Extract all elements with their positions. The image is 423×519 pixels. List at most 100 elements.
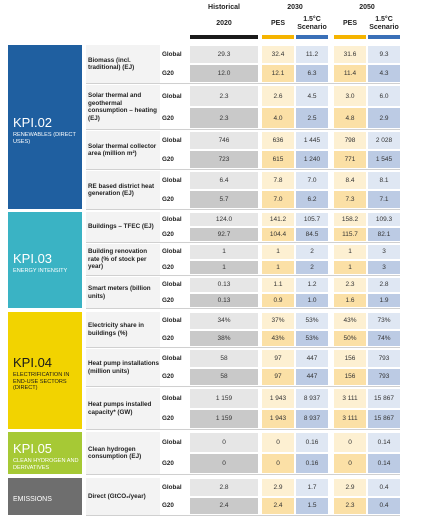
- value-cell: 43%: [262, 330, 294, 346]
- value-cell: 37%: [262, 313, 294, 329]
- value-cell: 6.2: [296, 191, 328, 208]
- scope-label: G20: [162, 70, 174, 77]
- column-bar: [368, 35, 400, 39]
- row-separator: [86, 429, 400, 430]
- value-cell: 771: [334, 151, 366, 168]
- value-cell: 3: [368, 260, 400, 274]
- scope-label: G20: [162, 502, 174, 510]
- value-cell: 2: [296, 260, 328, 274]
- scope-label: G20: [162, 114, 174, 122]
- value-cell: 4.8: [334, 108, 366, 128]
- value-cell: 29.3: [190, 46, 258, 63]
- row-separator: [86, 242, 400, 243]
- scope-label: Global: [162, 92, 182, 100]
- scope-label: G20: [162, 334, 174, 342]
- value-cell: 2.3: [190, 86, 258, 106]
- kpi-panel: KPI.02 RENEWABLES (DIRECT USES): [8, 45, 82, 209]
- value-cell: 1.0: [296, 293, 328, 307]
- scope-label: G20: [162, 263, 174, 271]
- value-cell: 15 867: [368, 389, 400, 408]
- value-cell: 38%: [190, 330, 258, 346]
- value-cell: 7.0: [262, 191, 294, 208]
- value-cell: 2.3: [190, 108, 258, 128]
- kpi-title: ELECTRIFICATION IN END-USE SECTORS (DIRE…: [13, 372, 70, 392]
- scope-label: Global: [162, 354, 182, 362]
- value-cell: 5.7: [190, 191, 258, 208]
- value-cell: 2.5: [296, 108, 328, 128]
- value-cell: 2.9: [262, 479, 294, 496]
- kpi-label: KPI.02: [13, 115, 53, 130]
- value-cell: 1: [190, 260, 258, 274]
- value-cell: 1.2: [296, 278, 328, 292]
- value-cell: 1 159: [190, 389, 258, 408]
- value-cell: 2.4: [262, 497, 294, 514]
- indicator-name: Building renovation rate (% of stock per…: [86, 244, 160, 275]
- value-cell: 58: [190, 350, 258, 367]
- header-2030: 2030: [287, 4, 303, 11]
- value-cell: 58: [190, 368, 258, 385]
- kpi-title: ENERGY INTENSITY: [13, 268, 68, 275]
- value-cell: 0: [334, 433, 366, 452]
- value-cell: 1.9: [368, 293, 400, 307]
- value-cell: 2.3: [334, 278, 366, 292]
- value-cell: 8.1: [368, 172, 400, 189]
- kpi-panel: KPI.04 ELECTRIFICATION IN END-USE SECTORS…: [8, 312, 82, 429]
- value-cell: 1: [334, 260, 366, 274]
- value-cell: 0.9: [262, 293, 294, 307]
- scope-label: Global: [162, 394, 182, 402]
- value-cell: 31.6: [334, 46, 366, 63]
- value-cell: 798: [334, 132, 366, 149]
- value-cell: 447: [296, 368, 328, 385]
- value-cell: 7.0: [296, 172, 328, 189]
- value-cell: 6.0: [368, 86, 400, 106]
- scope-label: Global: [162, 216, 182, 223]
- value-cell: 0.14: [368, 454, 400, 473]
- row-separator: [86, 347, 400, 348]
- scope-label: G20: [162, 296, 174, 304]
- scope-label: Global: [162, 439, 182, 446]
- value-cell: 793: [368, 350, 400, 367]
- value-cell: 746: [190, 132, 258, 149]
- value-cell: 3.0: [334, 86, 366, 106]
- row-separator: [86, 308, 400, 309]
- value-cell: 0.16: [296, 454, 328, 473]
- scope-label: Global: [162, 483, 182, 491]
- value-cell: 15 867: [368, 409, 400, 428]
- scope-label: G20: [162, 231, 174, 238]
- value-cell: 1 445: [296, 132, 328, 149]
- value-cell: 4.0: [262, 108, 294, 128]
- value-cell: 1: [262, 245, 294, 259]
- value-cell: 4.5: [296, 86, 328, 106]
- value-cell: 0.13: [190, 293, 258, 307]
- value-cell: 9.3: [368, 46, 400, 63]
- value-cell: 1 159: [190, 409, 258, 428]
- scope-label: G20: [162, 373, 174, 381]
- value-cell: 0.13: [190, 278, 258, 292]
- value-cell: 53%: [296, 330, 328, 346]
- value-cell: 723: [190, 151, 258, 168]
- indicator-name: Buildings – TFEC (EJ): [86, 212, 160, 242]
- value-cell: 156: [334, 350, 366, 367]
- value-cell: 53%: [296, 313, 328, 329]
- panel-title: EMISSIONS: [13, 496, 52, 504]
- value-cell: 0.16: [296, 433, 328, 452]
- value-cell: 12.1: [262, 65, 294, 82]
- header-historical: Historical: [208, 4, 240, 11]
- scope-label: G20: [162, 460, 174, 467]
- value-cell: 158.2: [334, 213, 366, 226]
- column-header: 1.5°C Scenario: [297, 16, 327, 31]
- row-separator: [86, 474, 400, 475]
- value-cell: 97: [262, 350, 294, 367]
- value-cell: 0: [262, 454, 294, 473]
- row-separator: [86, 129, 400, 130]
- value-cell: 2.8: [368, 278, 400, 292]
- scope-label: Global: [162, 177, 182, 184]
- value-cell: 3: [368, 245, 400, 259]
- value-cell: 104.4: [262, 228, 294, 241]
- kpi-label: KPI.03: [13, 251, 53, 267]
- indicator-name: Heat pump installations (million units): [86, 349, 160, 386]
- indicator-name: Solar thermal collector area (million m²…: [86, 131, 160, 169]
- value-cell: 2.8: [190, 479, 258, 496]
- column-header: PES: [342, 20, 357, 27]
